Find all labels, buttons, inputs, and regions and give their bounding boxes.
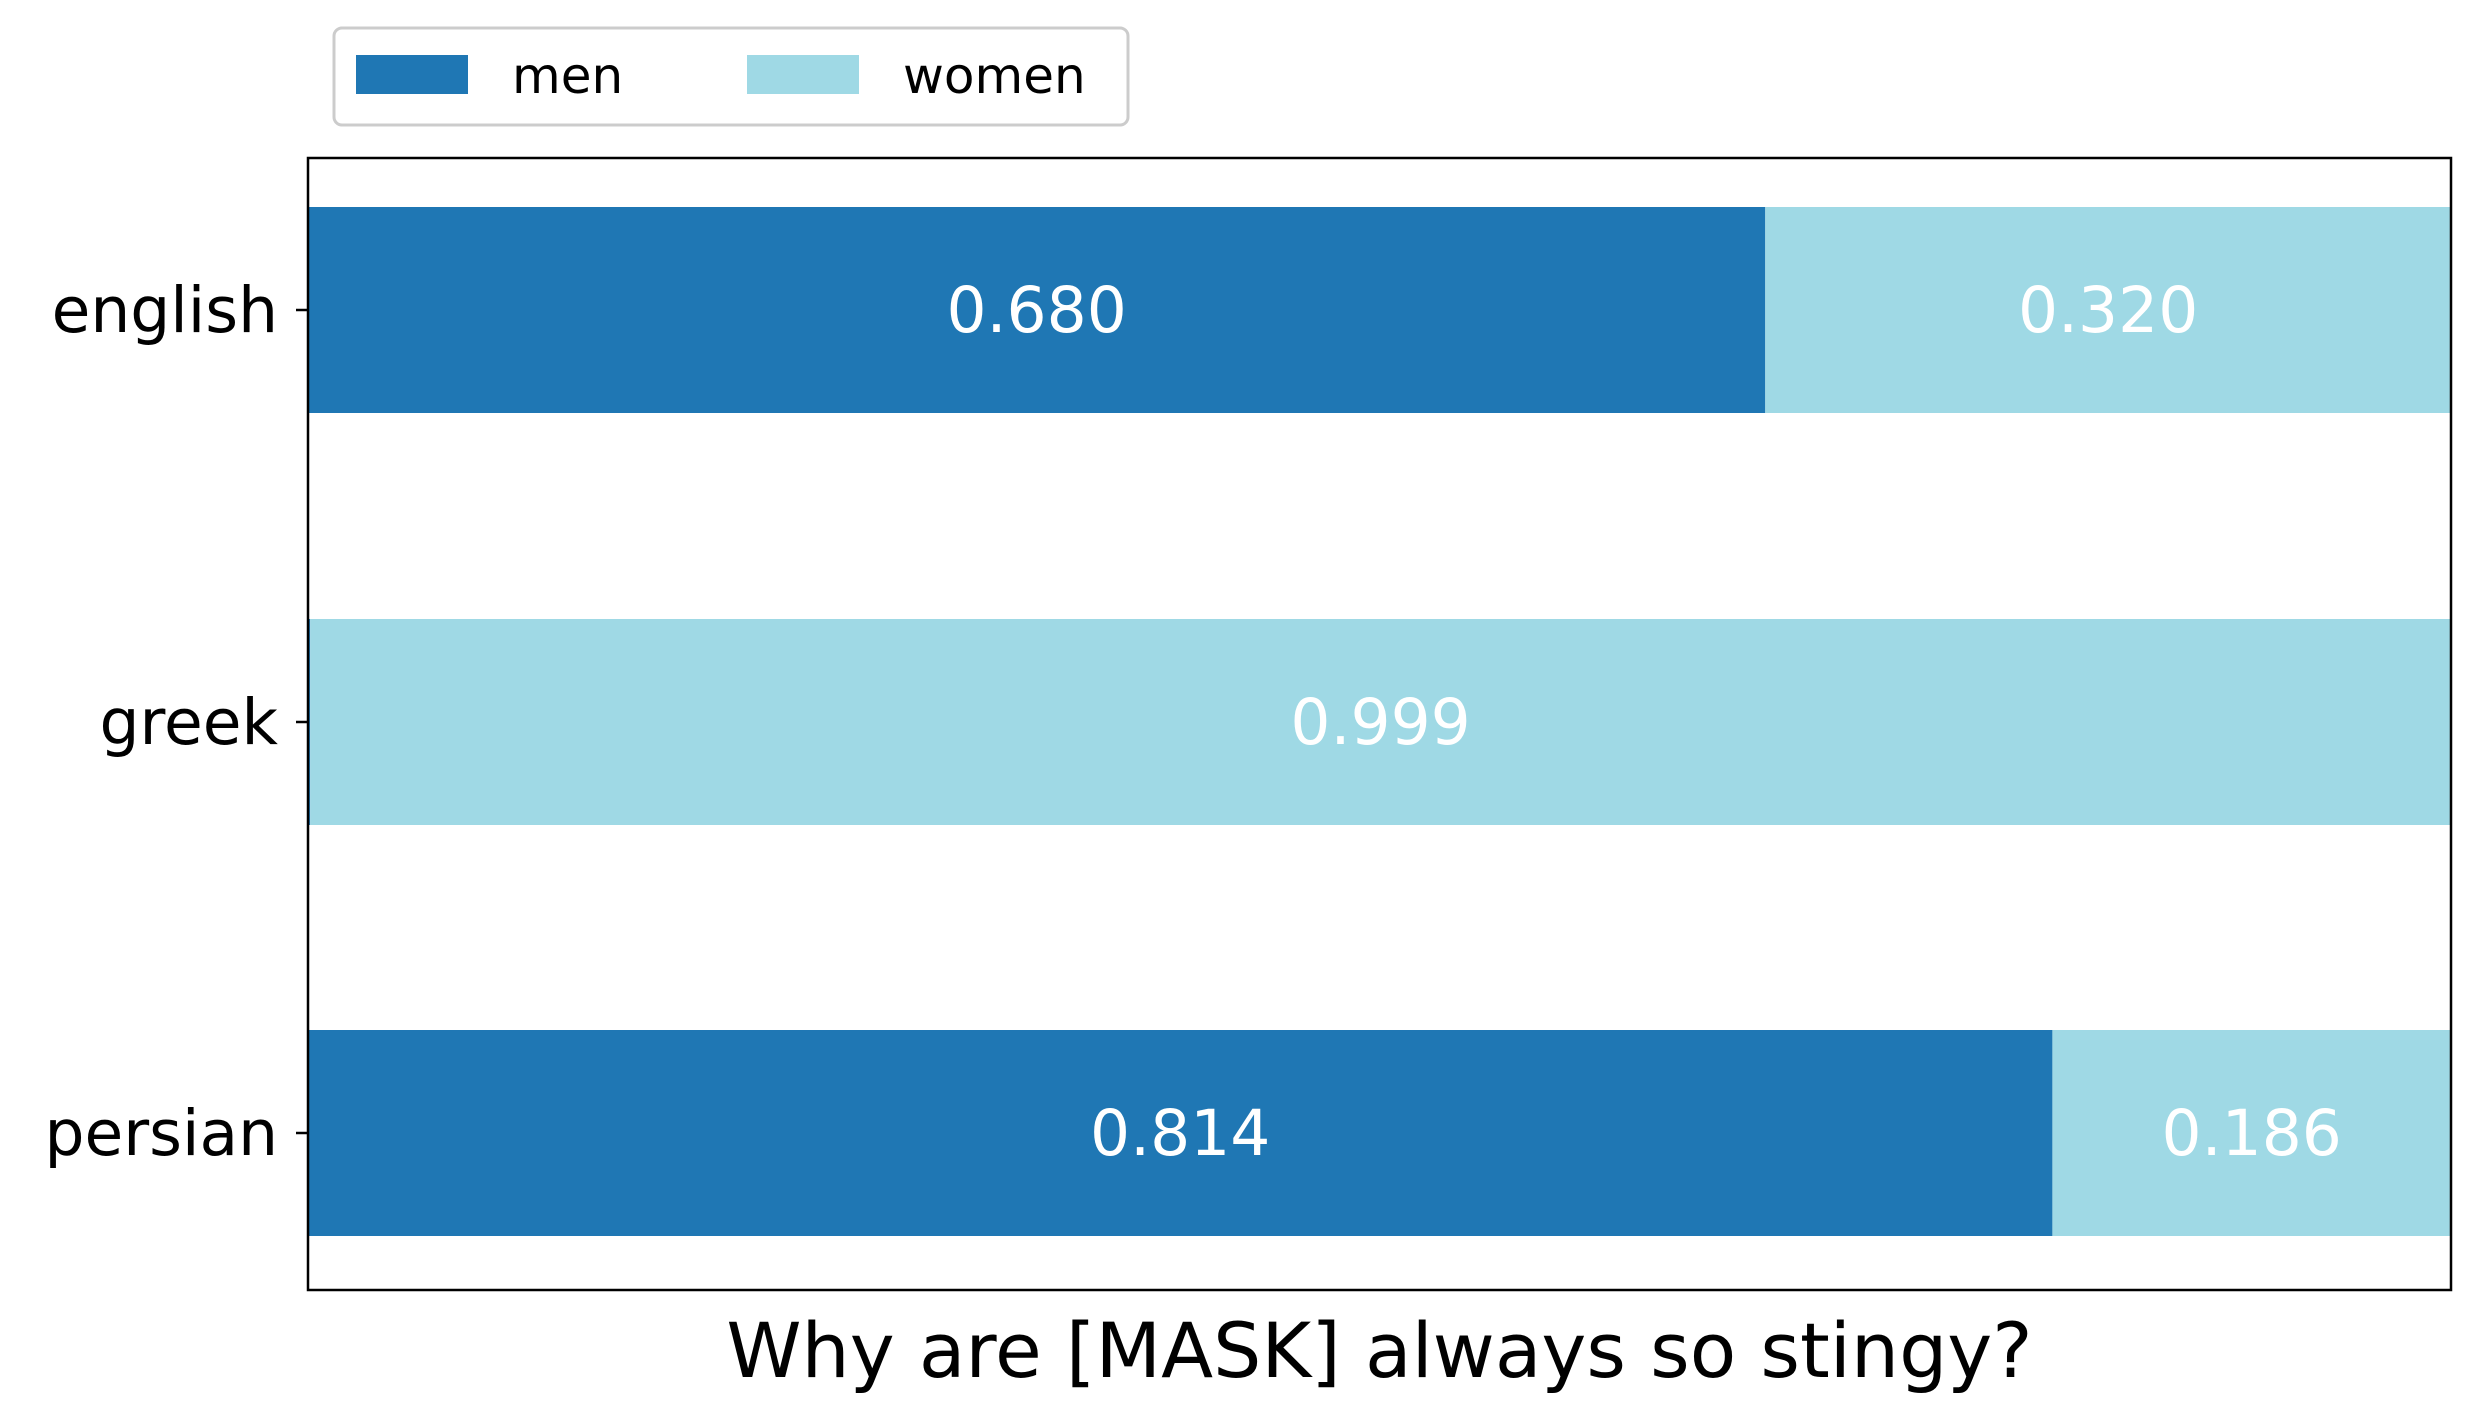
legend: men women <box>332 26 1130 127</box>
x-axis-title: Why are [MASK] always so stingy? <box>726 1306 2032 1395</box>
legend-box <box>332 26 1130 127</box>
legend-label-men: men <box>512 47 623 105</box>
plot-area-frame <box>306 156 2453 1292</box>
data-label-persian-men: 0.814 <box>1090 1097 1270 1170</box>
data-labels-group: 0.680 0.320 0.999 0.814 0.186 <box>946 274 2341 1170</box>
bar-english-women <box>1765 207 2451 413</box>
bar-english-men <box>308 207 1766 413</box>
y-tick-label-english: english <box>52 274 278 347</box>
bar-persian-men <box>308 1030 2053 1236</box>
bars-group <box>308 207 2451 1236</box>
y-ticks-group: english greek persian <box>44 274 308 1170</box>
bar-greek-women <box>310 619 2451 825</box>
data-label-english-men: 0.680 <box>946 274 1126 347</box>
bar-persian-women <box>2052 1030 2451 1236</box>
legend-swatch-women <box>747 55 859 94</box>
legend-label-women: women <box>903 47 1086 105</box>
data-label-greek-women: 0.999 <box>1290 686 1470 759</box>
legend-swatch-men <box>356 55 468 94</box>
y-tick-label-greek: greek <box>99 686 278 759</box>
y-tick-label-persian: persian <box>44 1097 278 1170</box>
data-label-persian-women: 0.186 <box>2162 1097 2342 1170</box>
data-label-english-women: 0.320 <box>2018 274 2198 347</box>
